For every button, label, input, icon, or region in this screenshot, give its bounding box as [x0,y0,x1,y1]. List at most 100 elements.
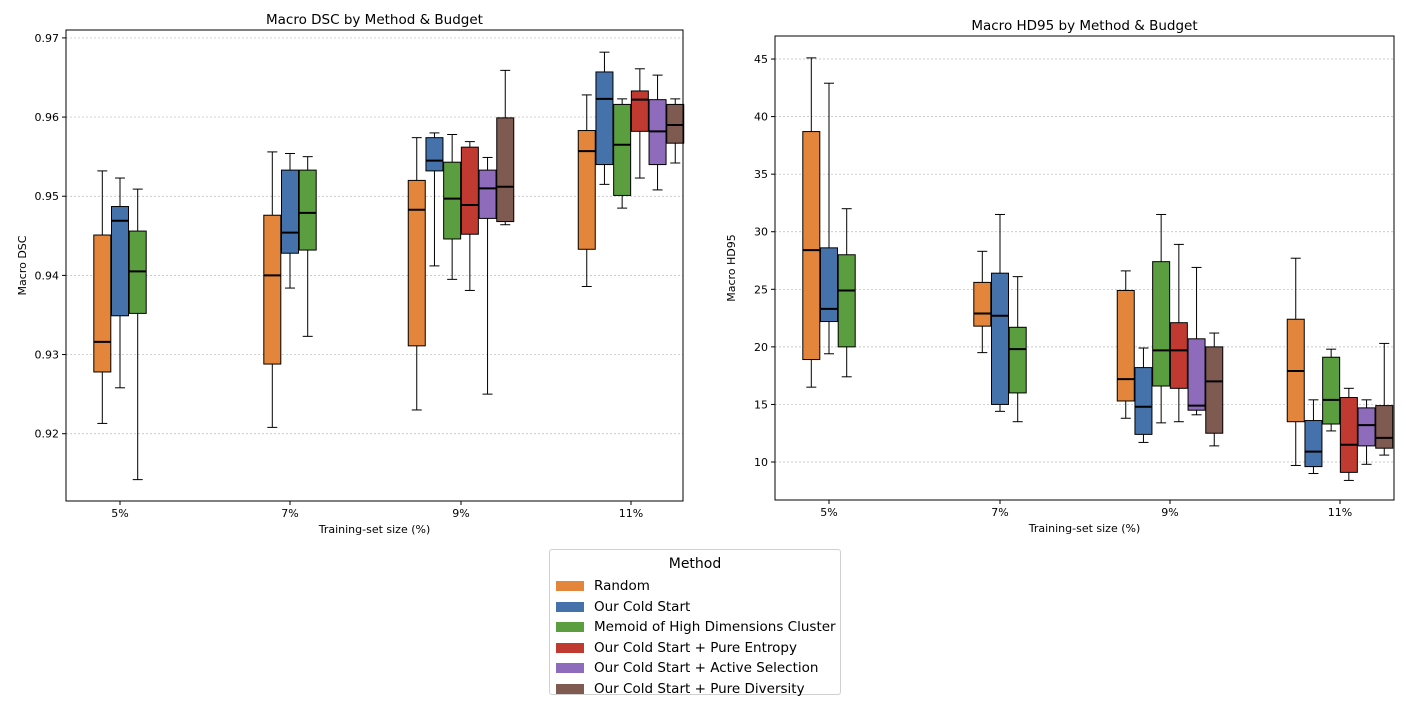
x-tick-label: 7% [991,506,1008,519]
box-iqr [478,169,497,219]
box-iqr [496,117,515,223]
box-iqr [1357,407,1376,447]
legend-swatch [556,581,584,592]
x-tick-label: 7% [281,507,298,520]
box-iqr [630,90,649,132]
box-iqr [973,281,992,327]
box-hd95 [837,208,856,378]
box-iqr [1008,326,1027,394]
box-iqr [1205,346,1224,434]
box-iqr [802,131,821,361]
legend-title: Method [668,556,722,572]
box-iqr [298,169,317,251]
box-dsc [407,137,426,411]
y-axis-label: Macro DSC [16,235,29,295]
box-iqr [281,169,299,254]
legend-label: Our Cold Start + Pure Diversity [594,680,805,697]
box-hd95 [1008,276,1027,423]
box-iqr [425,137,444,172]
y-tick-label: 15 [754,398,768,411]
box-iqr [1187,338,1206,411]
box-hd95 [991,213,1009,412]
box-dsc [425,132,444,267]
box-dsc [460,141,479,291]
y-tick-label: 0.95 [35,190,60,203]
y-tick-label: 40 [754,111,768,124]
x-tick-label: 11% [1328,506,1352,519]
box-iqr [1169,322,1188,389]
axes-frame [774,35,1395,501]
y-tick-label: 0.93 [35,349,60,362]
chart-dsc: 0.92 0.93 0.94 0.95 0.96 0.97 5% 7% 9% 11% Macro D… [16,12,685,536]
box-dsc [298,156,317,337]
y-tick-label: 0.92 [35,428,60,441]
box-dsc [595,51,614,185]
box-dsc [111,177,129,389]
box-hd95 [820,82,838,355]
box-dsc [93,170,112,424]
box-hd95 [1322,348,1341,432]
box-dsc [613,98,632,209]
box-iqr [1304,420,1323,468]
box-hd95 [1152,213,1171,424]
legend-label: Our Cold Start [594,598,691,615]
legend-label: Our Cold Start + Pure Entropy [594,639,797,656]
box-iqr [613,103,632,196]
legend: Method Random Our Cold Start Memoid of Hig… [549,549,841,697]
legend-label: Random [594,578,650,595]
legend-label: Our Cold Start + Active Selection [594,660,819,677]
box-iqr [837,254,856,348]
box-dsc [478,156,497,395]
x-tick-label: 9% [452,507,469,520]
box-dsc [630,68,649,179]
box-hd95 [1375,342,1394,456]
legend-label: Memoid of High Dimensions Cluster [594,619,836,636]
legend-item: Our Cold Start + Active Selection [556,658,840,679]
legend-swatch [556,642,584,653]
box-dsc [577,94,596,287]
box-hd95 [1304,399,1323,475]
legend-swatch [556,601,584,612]
box-hd95 [1205,332,1224,447]
box-hd95 [973,250,992,354]
box-iqr [1116,289,1135,402]
legend-swatch [556,683,584,694]
legend-item: Random [556,576,840,597]
box-iqr [991,272,1009,405]
box-hd95 [1357,399,1376,465]
box-dsc [281,152,299,289]
chart-title: Macro HD95 by Method & Budget [971,18,1197,34]
box-dsc [666,98,685,164]
box-iqr [263,214,282,365]
y-tick-label: 30 [754,226,768,239]
box-iqr [1152,261,1171,387]
box-iqr [93,234,112,373]
y-axis-label: Macro HD95 [725,234,738,302]
box-hd95 [1187,266,1206,416]
box-hd95 [1169,243,1188,423]
box-iqr [1339,397,1358,473]
y-tick-label: 0.96 [35,111,60,124]
box-dsc [496,69,515,226]
box-iqr [1375,405,1394,449]
box-hd95 [1134,347,1153,443]
box-dsc [443,133,462,280]
box-iqr [1322,356,1341,425]
legend-list: Random Our Cold Start Memoid of High Dimen… [550,576,840,699]
x-tick-label: 5% [111,507,128,520]
legend-item: Our Cold Start [556,597,840,618]
box-hd95 [1339,387,1358,481]
box-hd95 [1286,257,1305,466]
y-tick-label: 45 [754,53,768,66]
legend-item: Our Cold Start + Pure Diversity [556,679,840,700]
chart-hd95: 10 15 20 25 30 35 40 45 5% 7% 9% 11% Macro HD95 by M… [725,18,1395,535]
legend-item: Our Cold Start + Pure Entropy [556,638,840,659]
y-tick-label: 25 [754,283,768,296]
box-iqr [111,206,129,317]
box-dsc [128,188,147,481]
box-iqr [460,146,479,235]
legend-swatch [556,622,584,633]
x-tick-label: 9% [1161,506,1178,519]
box-iqr [407,179,426,347]
